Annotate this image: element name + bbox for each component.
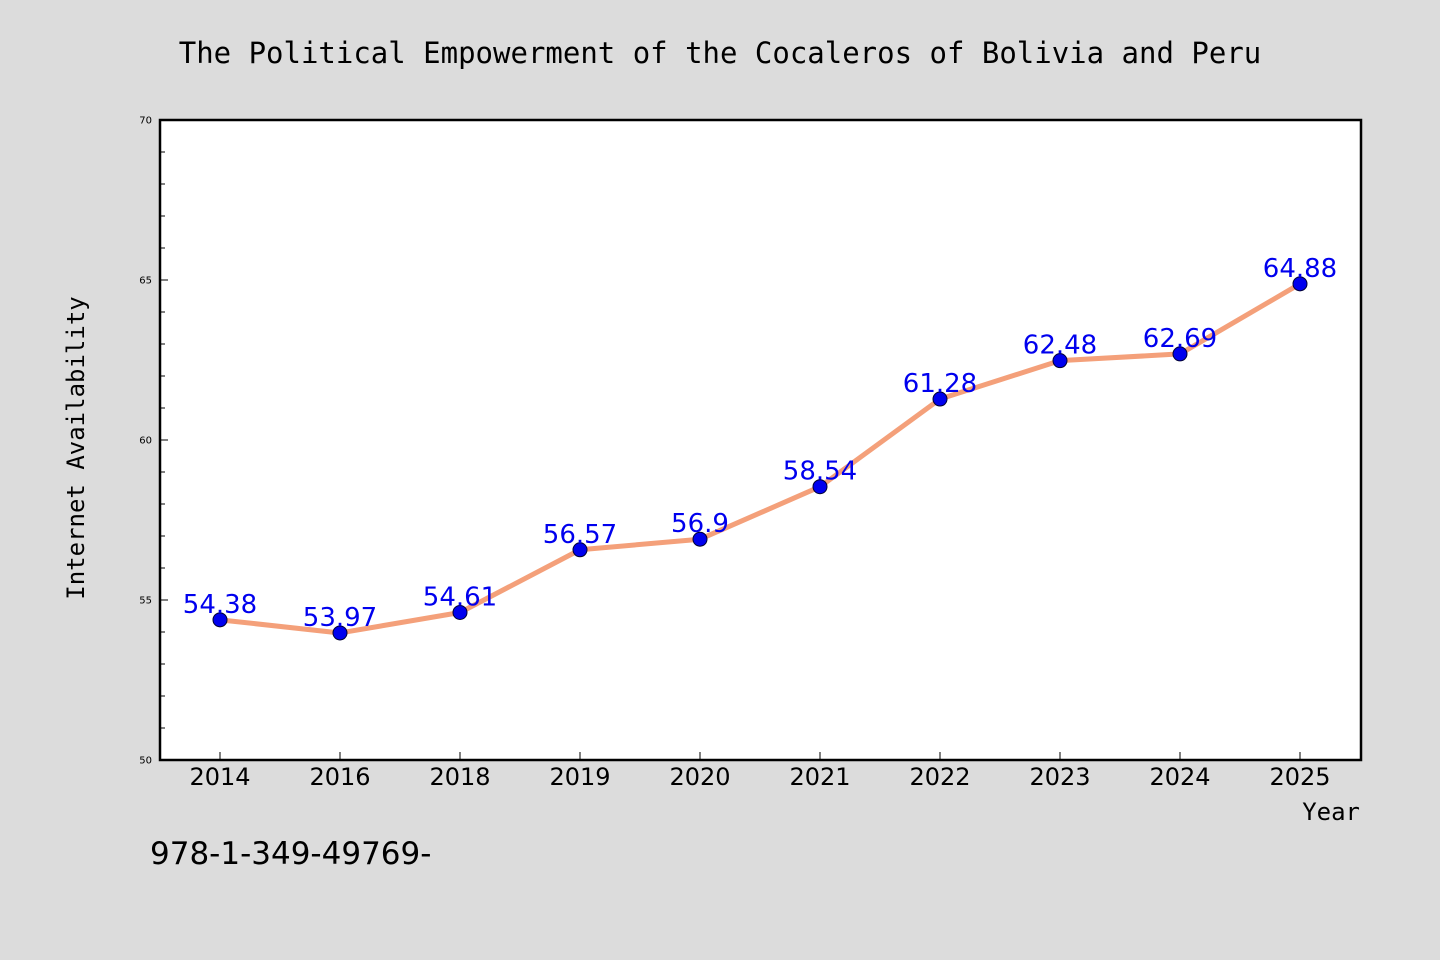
data-label: 53.97 bbox=[303, 603, 377, 633]
chart-title: The Political Empowerment of the Cocaler… bbox=[179, 36, 1262, 70]
x-tick-label: 2023 bbox=[1029, 763, 1090, 791]
series-markers bbox=[212, 276, 1308, 641]
data-label: 62.69 bbox=[1143, 324, 1217, 354]
data-point-marker bbox=[212, 612, 228, 628]
x-axis-label: Year bbox=[1302, 798, 1360, 826]
plot-area bbox=[158, 118, 1363, 762]
data-point-marker bbox=[812, 479, 828, 495]
data-label: 64.88 bbox=[1263, 254, 1337, 284]
y-tick-label: 55 bbox=[139, 596, 152, 607]
y-axis: 50 55 60 65 70 bbox=[139, 116, 168, 767]
data-point-marker bbox=[572, 542, 588, 558]
data-point-marker bbox=[1292, 276, 1308, 292]
x-tick-label: 2024 bbox=[1149, 763, 1210, 791]
data-point-marker bbox=[1172, 346, 1188, 362]
data-point-marker bbox=[452, 604, 468, 620]
series-line bbox=[217, 281, 1303, 636]
x-tick-label: 2014 bbox=[189, 763, 250, 791]
x-tick-label: 2018 bbox=[429, 763, 490, 791]
y-tick-label: 70 bbox=[139, 116, 152, 127]
x-axis: 2014 2016 2018 2019 2020 2021 2022 2023 2024 2025 bbox=[189, 752, 1331, 791]
y-tick-label: 65 bbox=[139, 276, 152, 287]
data-label: 54.61 bbox=[423, 582, 497, 612]
data-labels: 54.38 53.97 54.61 56.57 56.9 58.54 61.28 62.48 6… bbox=[183, 254, 1337, 633]
x-tick-label: 2016 bbox=[309, 763, 370, 791]
footer-isbn-text: 978-1-349-49769- bbox=[150, 836, 431, 872]
x-tick-label: 2021 bbox=[789, 763, 850, 791]
data-label: 58.54 bbox=[783, 457, 857, 487]
data-label: 54.38 bbox=[183, 590, 257, 620]
y-tick-label: 60 bbox=[139, 436, 152, 447]
x-tick-label: 2019 bbox=[549, 763, 610, 791]
x-tick-label: 2022 bbox=[909, 763, 970, 791]
x-tick-label: 2020 bbox=[669, 763, 730, 791]
data-label: 62.48 bbox=[1023, 331, 1097, 361]
x-tick-label: 2025 bbox=[1269, 763, 1330, 791]
data-label: 61.28 bbox=[903, 369, 977, 399]
data-point-marker bbox=[932, 391, 948, 407]
y-axis-label: Internet Availability bbox=[62, 296, 90, 599]
data-label: 56.9 bbox=[671, 509, 729, 539]
data-point-marker bbox=[692, 531, 708, 547]
data-label: 56.57 bbox=[543, 520, 617, 550]
y-tick-label: 50 bbox=[139, 756, 152, 767]
data-point-marker bbox=[1052, 353, 1068, 369]
data-point-marker bbox=[332, 625, 348, 641]
